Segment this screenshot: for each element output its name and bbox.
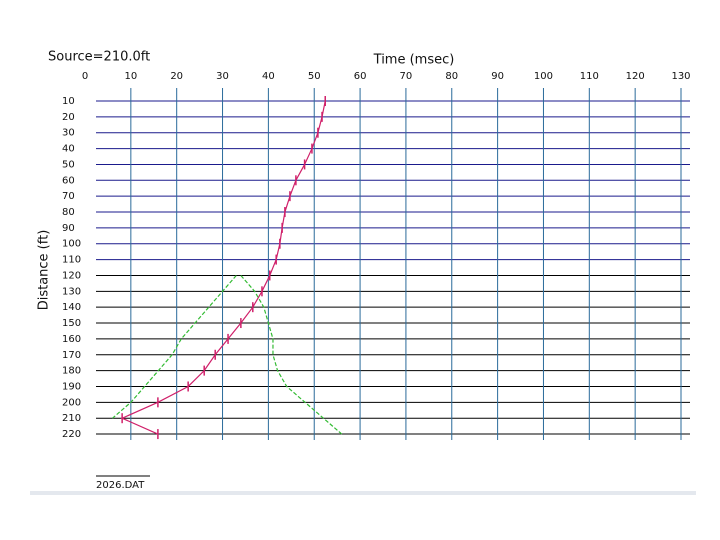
- annotation: Source=210.0ft: [48, 50, 150, 65]
- y-tick-label: 100: [62, 239, 81, 250]
- y-tick-label: 150: [62, 318, 81, 329]
- y-tick-label: 110: [62, 255, 81, 266]
- y-tick-label: 200: [62, 397, 81, 408]
- x-tick-label: 80: [445, 71, 458, 82]
- x-tick-label: 0: [82, 71, 88, 82]
- x-tick-label: 50: [308, 71, 321, 82]
- x-tick-label: 130: [671, 71, 690, 82]
- y-tick-label: 20: [62, 112, 75, 123]
- x-tick-label: 40: [262, 71, 275, 82]
- y-tick-label: 130: [62, 286, 81, 297]
- x-tick-label: 20: [170, 71, 183, 82]
- x-tick-label: 90: [491, 71, 504, 82]
- series-line: [120, 100, 326, 435]
- x-tick-label: 100: [534, 71, 553, 82]
- y-axis-label: Distance (ft): [37, 230, 52, 311]
- series-line: [112, 275, 237, 419]
- x-tick-label: 70: [400, 71, 413, 82]
- y-tick-label: 10: [62, 96, 75, 107]
- y-tick-label: 40: [62, 144, 75, 155]
- y-tick-label: 120: [62, 270, 81, 281]
- y-tick-label: 70: [62, 191, 75, 202]
- y-tick-label: 190: [62, 381, 81, 392]
- y-tick-label: 210: [62, 413, 81, 424]
- x-tick-label: 60: [354, 71, 367, 82]
- y-tick-label: 180: [62, 366, 81, 377]
- y-tick-label: 170: [62, 350, 81, 361]
- x-tick-label: 30: [216, 71, 229, 82]
- chart-title: Time (msec): [373, 53, 455, 68]
- y-tick-label: 60: [62, 175, 75, 186]
- bottom-band: [30, 491, 696, 495]
- y-tick-label: 220: [62, 429, 81, 440]
- y-tick-label: 90: [62, 223, 75, 234]
- series-line: [240, 275, 343, 435]
- x-tick-label: 110: [580, 71, 599, 82]
- y-tick-label: 50: [62, 159, 75, 170]
- y-tick-label: 160: [62, 334, 81, 345]
- x-tick-label: 10: [124, 71, 137, 82]
- footer: 2026.DAT: [96, 480, 145, 491]
- y-tick-label: 30: [62, 128, 75, 139]
- y-tick-label: 140: [62, 302, 81, 313]
- y-tick-label: 80: [62, 207, 75, 218]
- x-tick-label: 120: [626, 71, 645, 82]
